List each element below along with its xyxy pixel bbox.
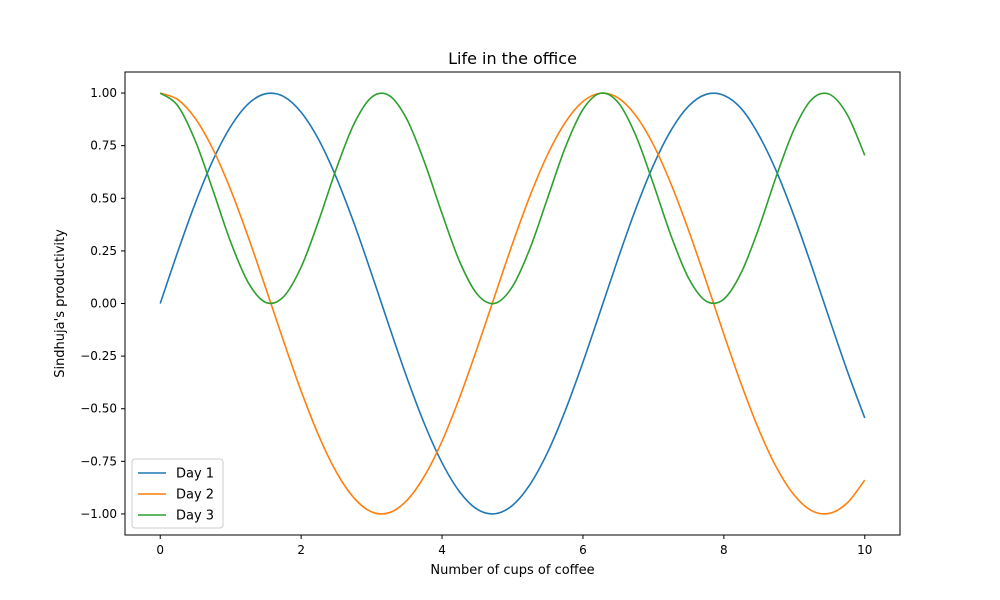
plot-frame <box>124 71 901 536</box>
series-line-day-2 <box>159 92 866 515</box>
x-tick-label: 10 <box>857 543 872 557</box>
x-tick-label: 6 <box>579 543 587 557</box>
x-tick-label: 0 <box>156 543 164 557</box>
series-line-day-3 <box>159 92 866 305</box>
y-tick-label: 1.00 <box>90 86 117 100</box>
y-tick-label: −0.25 <box>80 349 117 363</box>
chart-title: Life in the office <box>448 49 577 68</box>
x-tick-label: 4 <box>438 543 446 557</box>
plot-area <box>124 71 901 536</box>
y-axis-label: Sindhuja's productivity <box>53 229 68 378</box>
y-tick-label: 0.00 <box>90 297 117 311</box>
x-tick-label: 8 <box>720 543 728 557</box>
legend-label: Day 2 <box>176 488 214 503</box>
y-tick-label: 0.50 <box>90 191 117 205</box>
legend: Day 1 Day 2 Day 3 <box>131 458 224 529</box>
y-tick-label: −1.00 <box>80 507 117 521</box>
legend-box <box>131 458 224 529</box>
series-lines <box>159 92 866 515</box>
y-tick-label: 0.75 <box>90 139 117 153</box>
series-line-day-1 <box>159 92 866 515</box>
legend-label: Day 3 <box>176 509 214 524</box>
y-tick-label: 0.25 <box>90 244 117 258</box>
x-tick-label: 2 <box>297 543 305 557</box>
y-tick-label: −0.50 <box>80 402 117 416</box>
legend-label: Day 1 <box>176 467 214 482</box>
y-tick-label: −0.75 <box>80 454 117 468</box>
x-axis-label: Number of cups of coffee <box>430 563 594 578</box>
axis-ticks: 0 2 4 6 8 10 −1.00 −0.75 −0.50 −0.25 0.00 0.25 0.50 0… <box>80 86 872 557</box>
